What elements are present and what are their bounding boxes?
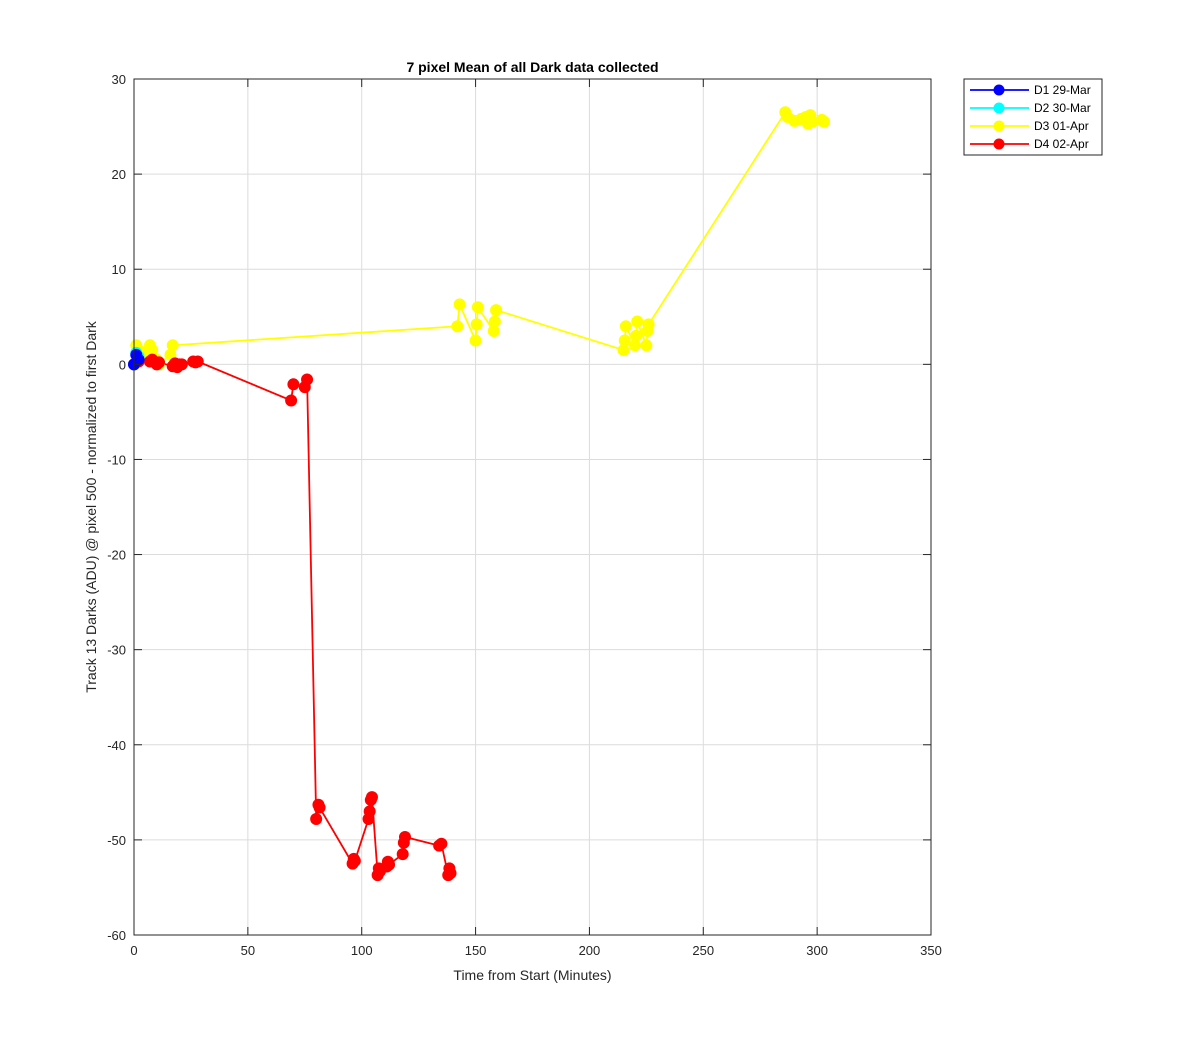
- data-point: [471, 301, 484, 314]
- data-point: [166, 339, 179, 352]
- data-point: [469, 334, 482, 347]
- legend-entry-label: D2 30-Mar: [1034, 101, 1091, 115]
- data-point: [619, 320, 632, 333]
- y-tick-label: -40: [107, 738, 126, 753]
- x-tick-label: 50: [241, 943, 255, 958]
- y-axis-label: Track 13 Darks (ADU) @ pixel 500 - norma…: [83, 320, 99, 693]
- legend-swatch-marker: [993, 138, 1005, 150]
- x-axis-ticks: 0 50 100 150 200 250 300 350: [130, 79, 942, 958]
- data-point: [631, 315, 644, 328]
- data-point: [490, 304, 503, 317]
- y-tick-label: -60: [107, 928, 126, 943]
- data-point: [301, 373, 314, 386]
- legend: D1 29-Mar D2 30-Mar D3 01-Apr D4 02-Apr: [963, 78, 1103, 156]
- y-tick-label: -20: [107, 548, 126, 563]
- data-point: [444, 867, 457, 880]
- data-point: [642, 318, 655, 331]
- data-point: [313, 801, 326, 814]
- x-tick-label: 150: [465, 943, 487, 958]
- y-axis-ticks: -60 -50 -40 -30 -20 -10 0 10 20 30: [107, 72, 931, 943]
- x-tick-label: 300: [806, 943, 828, 958]
- data-point: [817, 115, 830, 128]
- data-point: [285, 394, 298, 407]
- data-point: [310, 812, 323, 825]
- legend-swatch-marker: [993, 120, 1005, 132]
- data-point: [383, 858, 396, 871]
- plot-area: [134, 79, 931, 935]
- data-point: [630, 329, 643, 342]
- y-tick-label: 20: [112, 167, 126, 182]
- data-point: [175, 358, 188, 371]
- legend-box: [963, 78, 1103, 156]
- x-tick-label: 100: [351, 943, 373, 958]
- data-point: [132, 353, 145, 366]
- x-tick-label: 350: [920, 943, 942, 958]
- data-point: [396, 848, 409, 861]
- x-tick-label: 0: [130, 943, 137, 958]
- data-point: [470, 318, 483, 331]
- data-point: [348, 854, 361, 867]
- data-point: [153, 356, 166, 369]
- data-point: [287, 378, 300, 391]
- data-point: [640, 339, 653, 352]
- data-point: [488, 315, 501, 328]
- data-point: [451, 320, 464, 333]
- x-tick-label: 250: [692, 943, 714, 958]
- data-point: [435, 837, 448, 850]
- legend-entry-label: D1 29-Mar: [1034, 83, 1091, 97]
- data-point: [618, 334, 631, 347]
- chart-title: 7 pixel Mean of all Dark data collected: [406, 59, 658, 75]
- legend-swatch-marker: [993, 102, 1005, 114]
- y-tick-label: 10: [112, 262, 126, 277]
- x-axis-label: Time from Start (Minutes): [453, 967, 611, 983]
- y-tick-label: -30: [107, 643, 126, 658]
- plot-frame: [133, 78, 932, 936]
- data-point: [363, 805, 376, 818]
- legend-swatch-marker: [993, 84, 1005, 96]
- data-point: [453, 298, 466, 311]
- data-point: [365, 791, 378, 804]
- y-tick-label: 30: [112, 72, 126, 87]
- data-point: [191, 355, 204, 368]
- legend-entry-label: D3 01-Apr: [1034, 119, 1089, 133]
- y-tick-label: -50: [107, 833, 126, 848]
- y-tick-label: 0: [119, 357, 126, 372]
- data-point: [398, 831, 411, 844]
- legend-entry-label: D4 02-Apr: [1034, 137, 1089, 151]
- x-tick-label: 200: [579, 943, 601, 958]
- y-tick-label: -10: [107, 452, 126, 467]
